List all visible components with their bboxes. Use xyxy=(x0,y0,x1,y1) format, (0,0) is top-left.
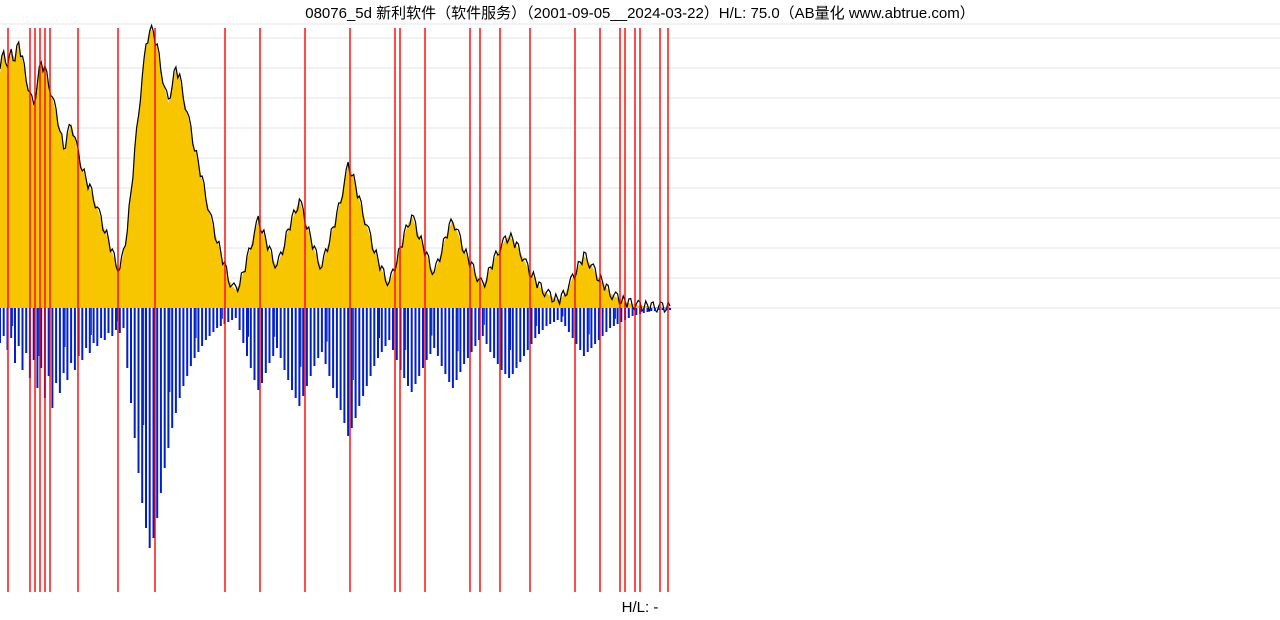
stock-chart: 08076_5d 新利软件（软件服务）（2001-09-05__2024-03-… xyxy=(0,0,1280,620)
chart-footer: H/L: - xyxy=(0,599,1280,616)
chart-canvas xyxy=(0,0,1280,620)
